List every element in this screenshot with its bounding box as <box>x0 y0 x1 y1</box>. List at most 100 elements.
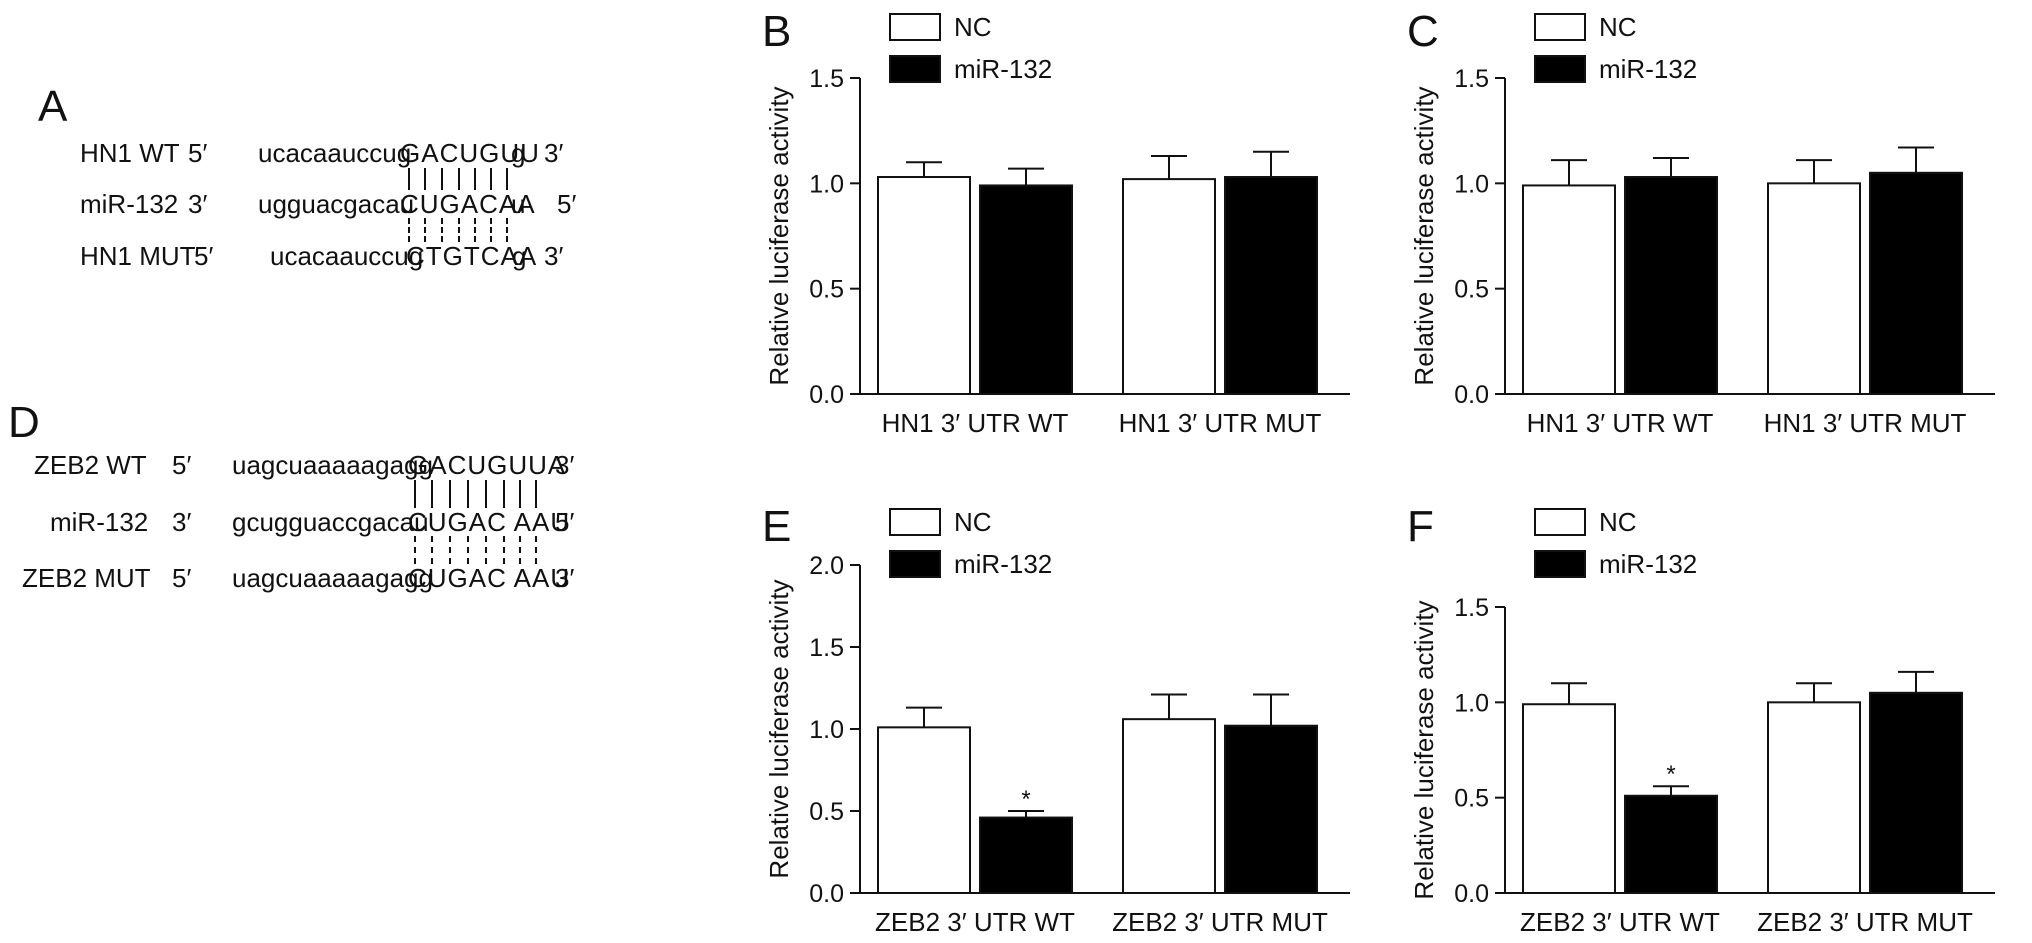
chart-panel-f: F 0.0 0.5 1.0 1.5 Relative luciferase activit… <box>1407 502 1995 937</box>
bar <box>1522 703 1616 894</box>
significance-marker: * <box>1666 761 1675 788</box>
pair-line <box>414 480 416 508</box>
seq-upper-mir132-d: CUGAC AAU <box>408 507 571 537</box>
bar <box>979 816 1073 894</box>
pair-line <box>424 168 426 190</box>
legend-label: miR-132 <box>1599 54 1697 84</box>
seq-upper-mir132-a: CUGACAA <box>400 189 536 219</box>
seq-tail-hn1-wt: g <box>511 138 526 168</box>
seq-lower-zeb2-wt: uagcuaaaaagagg <box>232 450 433 480</box>
seq-upper-zeb2-mut: CUGAC AAU <box>408 563 571 593</box>
panel-letter: B <box>762 7 791 56</box>
y-axis-label: Relative luciferase activity <box>1409 600 1439 899</box>
pair-dash <box>485 536 487 564</box>
bar <box>1767 701 1861 894</box>
chart-panel-b: B 0.0 0.5 1.0 1.5 Relative luciferase activit… <box>762 7 1350 438</box>
seq-upper-hn1-wt: GACUGUU <box>400 138 540 168</box>
x-tick-label: ZEB2 3′ UTR MUT <box>1112 907 1328 937</box>
pair-dash <box>408 218 410 242</box>
legend-swatch <box>1534 55 1586 83</box>
seq-end5-zeb2-mut: 5′ <box>172 563 192 593</box>
bar <box>877 726 971 894</box>
chart-panel-c: C 0.0 0.5 1.0 1.5 Relative luciferase activit… <box>1407 7 1995 438</box>
panel-letter-d: D <box>8 398 40 447</box>
panel-letter-a: A <box>38 82 68 131</box>
pair-line <box>431 480 433 508</box>
pair-line <box>441 168 443 190</box>
pair-line <box>474 168 476 190</box>
y-tick-label: 0.5 <box>1454 785 1489 813</box>
y-tick-label: 1.5 <box>809 65 844 93</box>
seq-end5-hn1-mut: 5′ <box>194 241 214 271</box>
x-tick-label: HN1 3′ UTR MUT <box>1119 408 1322 438</box>
pair-dash <box>414 536 416 564</box>
x-tick-label: ZEB2 3′ UTR WT <box>875 907 1075 937</box>
y-tick-label: 1.0 <box>1454 170 1489 198</box>
legend-label: NC <box>1599 507 1637 537</box>
seq-end3-mir132-a: 5′ <box>557 189 577 219</box>
pair-dash <box>503 536 505 564</box>
pair-dash <box>449 536 451 564</box>
bar <box>1767 182 1861 395</box>
pair-line <box>506 168 508 190</box>
legend-swatch <box>889 550 941 578</box>
pair-dash <box>431 536 433 564</box>
y-axis-label: Relative luciferase activity <box>764 579 794 878</box>
seq-end5-mir132-a: 3′ <box>188 189 208 219</box>
bar <box>1869 691 1963 894</box>
y-tick-label: 0.0 <box>1454 880 1489 908</box>
pair-line <box>408 168 410 190</box>
seq-upper-zeb2-wt: GACUGUUA <box>408 450 567 480</box>
y-axis-label: Relative luciferase activity <box>764 86 794 385</box>
legend-swatch <box>1534 550 1586 578</box>
legend-label: miR-132 <box>954 549 1052 579</box>
pair-dash <box>467 536 469 564</box>
legend-swatch <box>1534 508 1586 536</box>
y-tick-label: 0.0 <box>809 880 844 908</box>
legend-swatch <box>889 13 941 41</box>
pair-line <box>467 480 469 508</box>
seq-end3-zeb2-wt: 3′ <box>555 450 575 480</box>
legend-swatch <box>889 508 941 536</box>
bar <box>979 184 1073 395</box>
x-tick-label: HN1 3′ UTR WT <box>882 408 1069 438</box>
y-tick-label: 1.0 <box>809 170 844 198</box>
legend-label: NC <box>1599 12 1637 42</box>
seq-tail-mir132-a: u <box>511 189 526 219</box>
bar <box>1224 724 1318 894</box>
y-tick-label: 1.5 <box>1454 594 1489 622</box>
bar <box>1624 176 1718 395</box>
seq-name-zeb2-wt: ZEB2 WT <box>34 450 147 480</box>
pair-dash <box>441 218 443 242</box>
legend-label: miR-132 <box>1599 549 1697 579</box>
significance-marker: * <box>1021 786 1030 813</box>
legend-swatch <box>1534 13 1586 41</box>
panel-letter: E <box>762 502 791 551</box>
y-tick-label: 0.5 <box>1454 276 1489 304</box>
seq-lower-hn1-mut: ucacaauccug <box>270 241 424 271</box>
seq-name-mir132-d: miR-132 <box>50 507 149 537</box>
seq-lower-mir132-a: ugguacgacau <box>258 189 415 219</box>
panel-letter: F <box>1407 502 1434 551</box>
pair-line <box>519 480 521 508</box>
bar <box>1224 176 1318 395</box>
y-tick-label: 1.5 <box>809 634 844 662</box>
pair-line <box>535 480 537 508</box>
pair-dash <box>474 218 476 242</box>
seq-end3-mir132-d: 5′ <box>555 507 575 537</box>
pair-line <box>485 480 487 508</box>
y-tick-label: 1.0 <box>1454 689 1489 717</box>
pair-dash <box>519 536 521 564</box>
y-axis-label: Relative luciferase activity <box>1409 86 1439 385</box>
seq-upper-hn1-mut: CTGTCAA <box>406 241 538 271</box>
seq-end3-hn1-mut: 3′ <box>544 241 564 271</box>
legend-label: NC <box>954 12 992 42</box>
chart-panel-e: E 0.0 0.5 1.0 1.5 2.0 Relative luciferase acti… <box>762 502 1350 937</box>
pair-line <box>490 168 492 190</box>
x-tick-label: ZEB2 3′ UTR MUT <box>1757 907 1973 937</box>
bar <box>1624 794 1718 895</box>
y-tick-label: 0.5 <box>809 276 844 304</box>
pair-line <box>503 480 505 508</box>
bar <box>877 176 971 395</box>
y-tick-label: 1.0 <box>809 716 844 744</box>
